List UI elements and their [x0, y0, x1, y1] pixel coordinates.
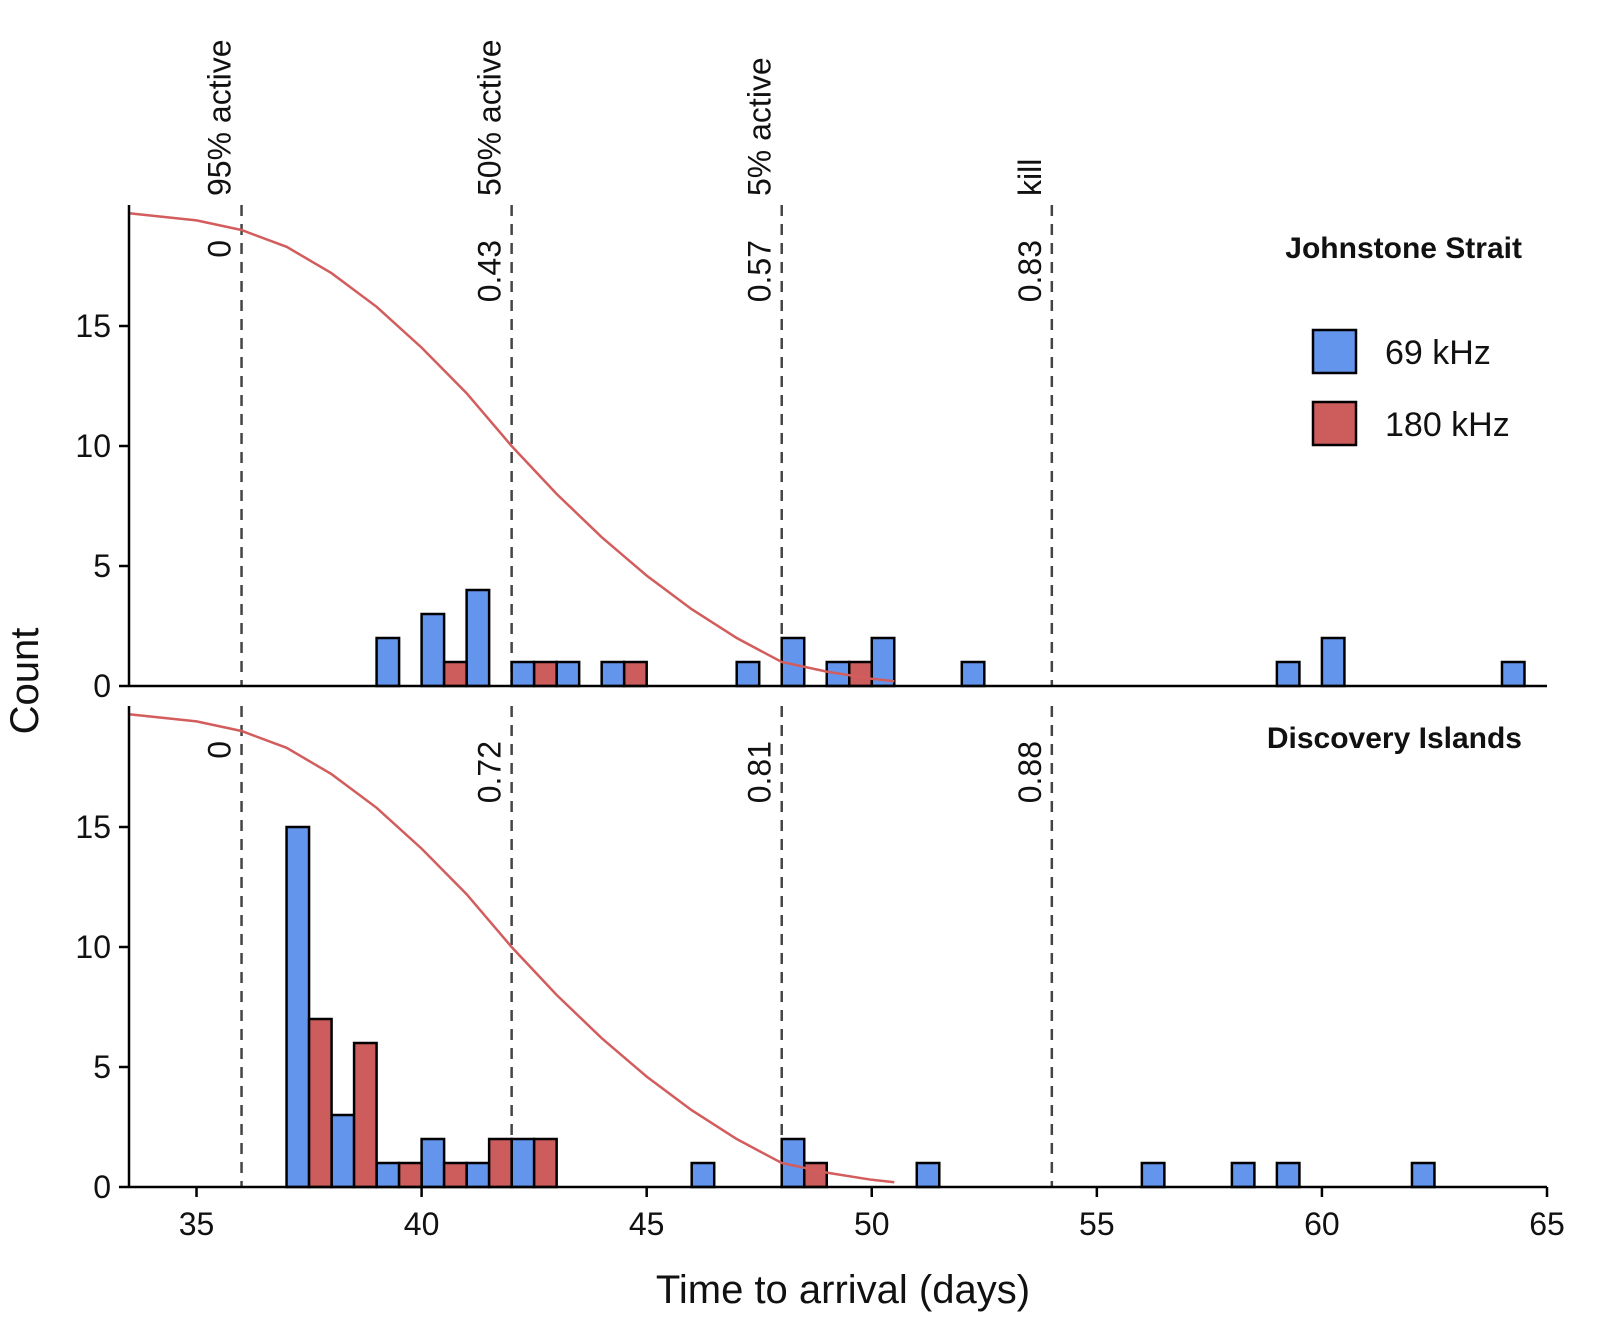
legend-swatch: [1311, 400, 1358, 447]
bar: [1140, 1161, 1166, 1189]
legend-label: 69 kHz: [1385, 334, 1491, 372]
vline-value-label: 0.72: [472, 741, 508, 803]
vline-value-label: 0.43: [472, 240, 508, 302]
activity-curve: [128, 712, 895, 1184]
x-tick-label: 55: [1079, 1206, 1115, 1242]
bar: [442, 660, 468, 688]
bar: [352, 1041, 378, 1189]
x-tick-label: 65: [1529, 1206, 1565, 1242]
y-tick-label: 15: [75, 308, 111, 344]
x-tick-label: 45: [629, 1206, 665, 1242]
y-tick-label: 10: [75, 929, 111, 965]
bar: [1320, 636, 1346, 688]
bar: [532, 660, 558, 688]
vline-value-label: 0.88: [1012, 741, 1048, 803]
vline-top-label: kill: [1012, 159, 1048, 196]
y-tick-label: 0: [93, 1169, 111, 1205]
bar: [420, 1137, 446, 1189]
panel-1: 0 0.72 0.81 0.88 Discovery Islands 0 5 10 15: [75, 706, 1547, 1205]
bar: [1410, 1161, 1436, 1189]
bar: [285, 825, 311, 1189]
bar: [510, 1137, 536, 1189]
vline-top-label: 50% active: [472, 39, 508, 196]
bar: [622, 660, 648, 688]
x-tick-label: 60: [1304, 1206, 1340, 1242]
bar: [1275, 1161, 1301, 1189]
bar: [1275, 660, 1301, 688]
bar: [510, 660, 536, 688]
panel-title: Johnstone Strait: [1285, 232, 1522, 265]
bar: [555, 660, 581, 688]
y-tick-label: 0: [93, 668, 111, 704]
y-tick-label: 5: [93, 1049, 111, 1085]
bar: [735, 660, 761, 688]
bar: [465, 1161, 491, 1189]
bar: [307, 1017, 333, 1189]
vline-value-label: 0.83: [1012, 240, 1048, 302]
bar: [1230, 1161, 1256, 1189]
bar: [375, 1161, 401, 1189]
vline-value-label: 0.81: [742, 741, 778, 803]
vline-top-label: 5% active: [742, 57, 778, 196]
x-tick-label: 35: [179, 1206, 215, 1242]
bar: [397, 1161, 423, 1189]
y-tick-label: 10: [75, 428, 111, 464]
vline-value-label: 0: [202, 240, 238, 258]
legend-swatch: [1311, 328, 1358, 375]
bar: [848, 660, 874, 688]
bar: [1500, 660, 1526, 688]
bar: [532, 1137, 558, 1189]
x-axis: 35 40 45 50 55 60 65: [179, 1187, 1565, 1242]
bar: [600, 660, 626, 688]
bar: [330, 1113, 356, 1189]
x-tick-label: 40: [404, 1206, 440, 1242]
activity-curve: [128, 211, 895, 683]
vline-value-label: 0.57: [742, 240, 778, 302]
x-tick-label: 50: [854, 1206, 890, 1242]
bar: [487, 1137, 513, 1189]
y-axis-title: Count: [3, 628, 47, 735]
panel-title: Discovery Islands: [1267, 722, 1522, 755]
vline-top-label: 95% active: [202, 39, 238, 196]
bar: [420, 612, 446, 688]
panel-0: 0 0.43 0.57 0.83 Johnstone Strait 0 5 10 15: [75, 205, 1547, 704]
bar: [802, 1161, 828, 1189]
x-axis-title: Time to arrival (days): [656, 1268, 1030, 1312]
y-tick-label: 15: [75, 809, 111, 845]
bar: [375, 636, 401, 688]
bar: [915, 1161, 941, 1189]
bar: [465, 588, 491, 688]
y-tick-label: 5: [93, 548, 111, 584]
bar: [960, 660, 986, 688]
bar: [690, 1161, 716, 1189]
legend-label: 180 kHz: [1385, 406, 1510, 444]
legend: 69 kHz 180 kHz: [1311, 328, 1510, 447]
panels-group: 0 0.43 0.57 0.83 Johnstone Strait 0 5 10 15 0 0.72…: [75, 39, 1547, 1205]
vline-value-label: 0: [202, 741, 238, 759]
bar: [442, 1161, 468, 1189]
